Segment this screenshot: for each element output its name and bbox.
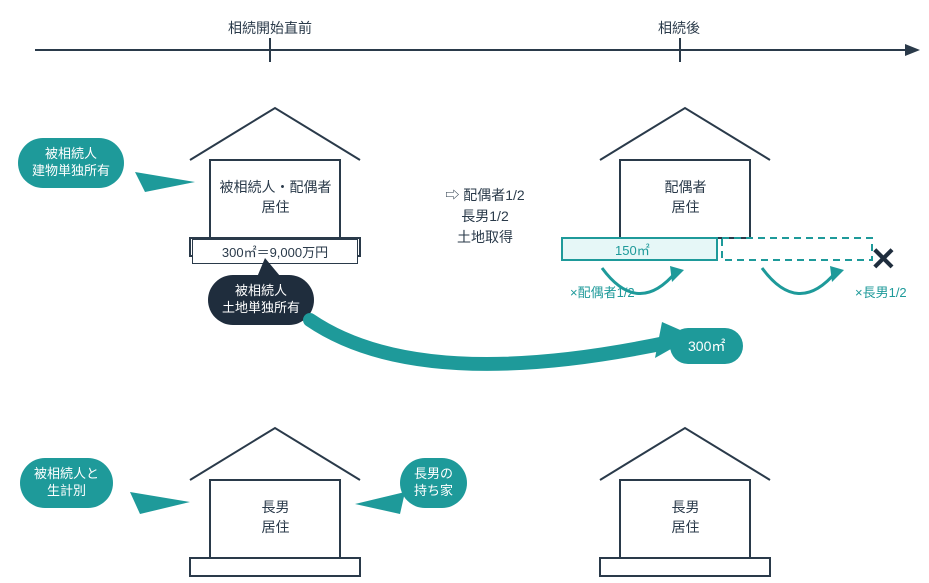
bubble-b3-tail <box>130 492 200 522</box>
house-before-bottom-text: 長男 居住 <box>208 498 343 537</box>
bubble-b1-tail <box>135 172 205 202</box>
house-text-line1: 長男 <box>672 499 700 515</box>
land-right-text: 150㎡ <box>615 240 650 259</box>
x-mark: ✕ <box>870 240 897 278</box>
mid-notes: ⇨ 配偶者1/2 長男1/2 土地取得 <box>430 185 540 248</box>
bubble-b1: 被相続人 建物単独所有 <box>18 138 124 188</box>
house-before-top-text: 被相続人・配偶者 居住 <box>208 178 343 217</box>
note-son: ×長男1/2 <box>855 282 907 301</box>
bubble-b3: 被相続人と 生計別 <box>20 458 113 508</box>
house-text-line2: 居住 <box>262 199 290 215</box>
house-after-bottom-text: 長男 居住 <box>618 498 753 537</box>
timeline-label-before: 相続開始直前 <box>228 18 312 38</box>
house-text-line1: 被相続人・配偶者 <box>220 179 332 195</box>
arc-son <box>750 262 850 322</box>
bubble-b4: 長男の 持ち家 <box>400 458 467 508</box>
timeline <box>0 0 929 75</box>
area-bubble: 300㎡ <box>670 328 743 364</box>
timeline-label-after: 相続後 <box>658 18 700 38</box>
house-text-line1: 長男 <box>262 499 290 515</box>
house-text-line2: 居住 <box>262 519 290 535</box>
house-text-line2: 居住 <box>672 199 700 215</box>
house-text-line1: 配偶者 <box>665 179 707 195</box>
note-spouse: ×配偶者1/2 <box>570 282 635 301</box>
house-text-line2: 居住 <box>672 519 700 535</box>
house-after-top-text: 配偶者 居住 <box>618 178 753 217</box>
